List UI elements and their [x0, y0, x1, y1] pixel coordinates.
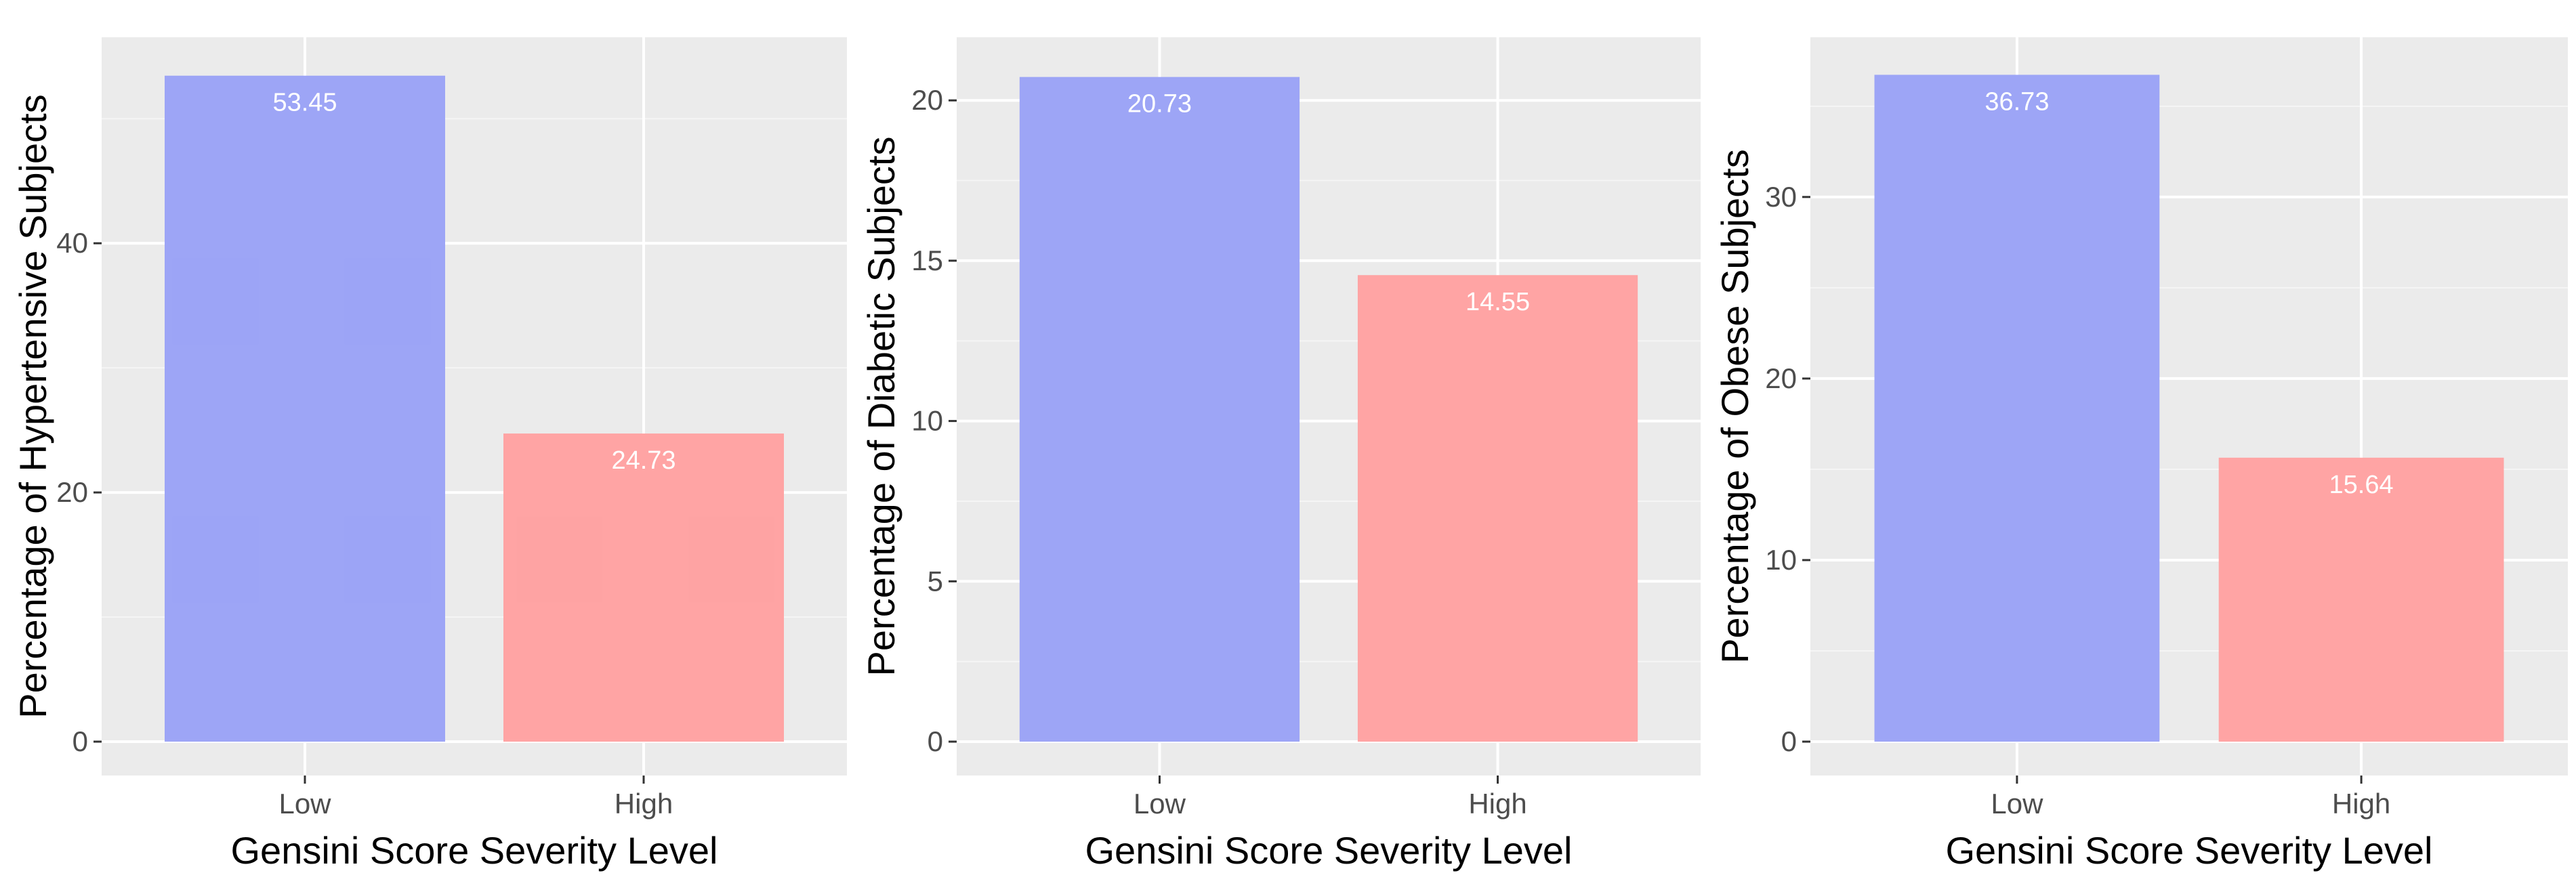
x-tick-label: High: [2332, 788, 2390, 820]
bar-low: [165, 75, 445, 742]
y-tick-label: 20: [56, 476, 88, 508]
bar-value-label: 14.55: [1466, 288, 1530, 316]
y-tick-label: 0: [928, 725, 943, 757]
y-axis-title: Percentage of Obese Subjects: [1713, 149, 1756, 664]
y-tick-label: 10: [1765, 544, 1797, 576]
x-tick-label: Low: [278, 788, 331, 820]
y-tick-label: 20: [1765, 362, 1797, 394]
bar-low: [1019, 77, 1300, 742]
chart-panel-1: 0 20 40 53.45 Low 24.73 High Gensini Score Seve…: [12, 37, 847, 872]
bar-high: [503, 433, 784, 742]
y-axis-title: Percentage of Diabetic Subjects: [860, 137, 902, 677]
y-tick-label: 0: [72, 725, 88, 757]
bar-value-label: 53.45: [272, 89, 337, 117]
x-axis-title: Gensini Score Severity Level: [1945, 829, 2432, 872]
bar-value-label: 36.73: [1985, 87, 2049, 116]
bar-value-label: 15.64: [2329, 471, 2394, 499]
bar-low: [1874, 75, 2160, 742]
y-tick-label: 10: [911, 405, 943, 437]
bar-value-label: 20.73: [1127, 90, 1192, 119]
x-tick-label: Low: [1991, 788, 2043, 820]
y-tick-label: 15: [911, 245, 943, 276]
bar-high: [1357, 275, 1638, 742]
x-axis-title: Gensini Score Severity Level: [1085, 829, 1572, 872]
bar-high: [2218, 457, 2504, 742]
y-axis-title: Percentage of Hypertensive Subjects: [12, 94, 54, 718]
bar-value-label: 24.73: [611, 446, 676, 475]
x-axis-title: Gensini Score Severity Level: [230, 829, 718, 872]
y-tick-label: 30: [1765, 181, 1797, 213]
y-tick-label: 0: [1781, 725, 1797, 757]
chart-panel-3: 0 10 20 30 36.73 Low 15.64 High Gensini Score Se…: [1713, 37, 2568, 872]
y-tick-label: 40: [56, 227, 88, 259]
y-tick-label: 5: [928, 565, 943, 597]
chart-panel-2: 0 5 10 15 20 20.73 Low 14.55 High Gensini Score S…: [860, 37, 1701, 872]
y-tick-label: 20: [911, 84, 943, 116]
x-tick-label: High: [615, 788, 673, 820]
x-tick-label: High: [1468, 788, 1526, 820]
x-tick-label: Low: [1134, 788, 1186, 820]
